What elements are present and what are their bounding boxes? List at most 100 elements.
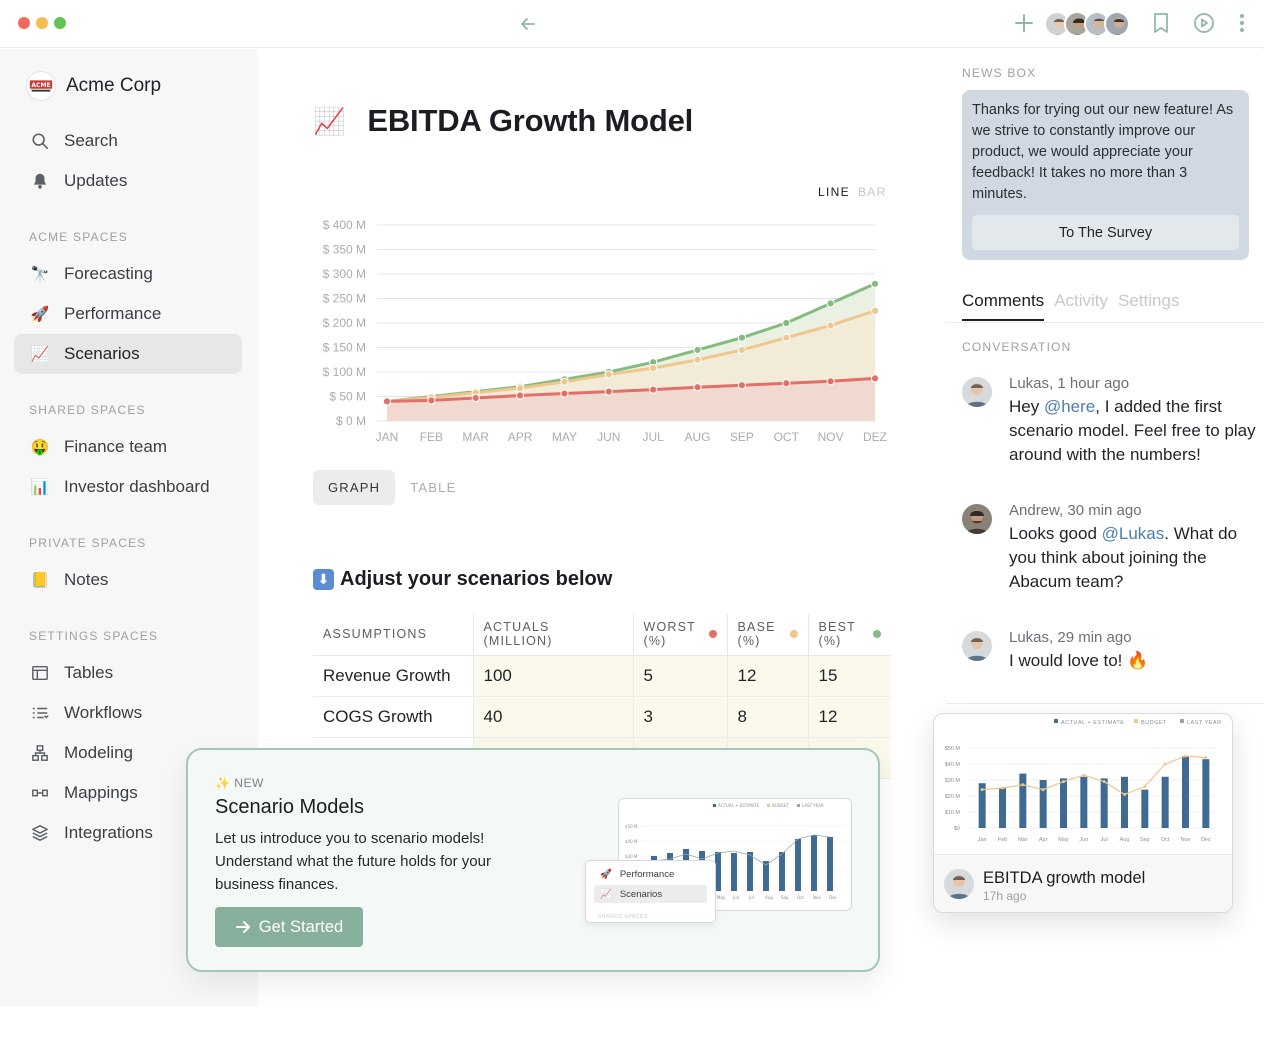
sidebar-item-updates[interactable]: Updates (14, 161, 242, 201)
sidebar-item-modeling[interactable]: Modeling (14, 733, 242, 773)
mention-link[interactable]: @here (1043, 397, 1096, 416)
plus-icon[interactable] (1012, 11, 1036, 35)
tab-graph[interactable]: GRAPH (313, 470, 396, 505)
worst-cell[interactable]: 5 (633, 655, 728, 697)
close-window-button[interactable] (18, 17, 30, 29)
data-point[interactable] (604, 370, 613, 379)
bar[interactable] (1100, 778, 1108, 828)
data-point[interactable] (826, 299, 835, 308)
data-point[interactable] (649, 363, 658, 373)
data-point[interactable] (782, 318, 791, 328)
mention-link[interactable]: @Lukas (1101, 524, 1165, 543)
workspace-name: Acme Corp (66, 75, 162, 96)
chart-increasing-icon: 📈 (600, 888, 612, 900)
bar[interactable] (999, 788, 1006, 828)
bar[interactable] (1039, 780, 1047, 828)
ebitda-growth-model-card[interactable]: ACTUAL + ESTIMATE BUDGET LAST YEAR $0 $10 M $… (933, 713, 1233, 913)
sidebar-item-forecasting[interactable]: 🔭 Forecasting (14, 254, 242, 294)
data-point[interactable] (649, 385, 658, 394)
actuals-cell[interactable]: 100 (473, 655, 634, 697)
avatar (962, 504, 992, 534)
x-tick-label: NOV (818, 430, 844, 444)
sidebar-item-search[interactable]: Search (14, 121, 242, 161)
play-icon[interactable] (1192, 11, 1216, 35)
sidebar-item-workflows[interactable]: Workflows (14, 693, 242, 733)
sidebar-item-integrations[interactable]: Integrations (14, 813, 242, 853)
base-cell[interactable]: 12 (727, 655, 809, 697)
data-point[interactable] (737, 345, 747, 355)
data-point[interactable] (870, 279, 880, 288)
sidebar-item-tables[interactable]: Tables (14, 653, 242, 693)
tab-activity[interactable]: Activity (1054, 291, 1109, 310)
data-point[interactable] (826, 377, 835, 386)
data-point[interactable] (515, 391, 525, 400)
data-point[interactable] (737, 381, 747, 390)
workspace-switcher[interactable]: ACME Acme Corp (26, 71, 161, 101)
bar[interactable] (1141, 789, 1149, 828)
bar[interactable] (1060, 778, 1067, 828)
data-point[interactable] (737, 333, 747, 342)
data-point[interactable] (826, 321, 835, 330)
best-cell[interactable]: 15 (808, 655, 891, 697)
sidebar-item-notes[interactable]: 📒 Notes (14, 560, 242, 600)
series-area (387, 378, 875, 421)
bar[interactable] (1019, 773, 1027, 828)
survey-button[interactable]: To The Survey (972, 215, 1239, 250)
bar[interactable] (1182, 756, 1189, 828)
sidebar-item-label: Forecasting (64, 264, 153, 283)
base-cell[interactable]: 8 (727, 696, 809, 738)
bookmark-icon[interactable] (1149, 11, 1173, 35)
x-tick-label: Aug (1120, 837, 1130, 843)
bar[interactable] (1080, 776, 1088, 828)
chart-type-line-toggle[interactable]: LINE (818, 185, 850, 199)
sidebar-item-finance-team[interactable]: 🤑 Finance team (14, 427, 242, 467)
tab-table[interactable]: TABLE (410, 480, 457, 495)
bar[interactable] (1121, 776, 1128, 828)
data-point[interactable] (693, 355, 702, 364)
minimize-window-button[interactable] (36, 17, 48, 29)
link-icon (30, 783, 50, 803)
data-point[interactable] (560, 389, 569, 398)
sidebar-item-performance[interactable]: 🚀 Performance (14, 294, 242, 334)
bar[interactable] (1202, 759, 1210, 828)
more-options-icon[interactable] (1230, 11, 1254, 35)
data-point[interactable] (515, 384, 525, 393)
data-point[interactable] (471, 393, 480, 403)
data-point[interactable] (693, 345, 702, 355)
get-started-label: Get Started (258, 917, 344, 936)
data-point[interactable] (560, 377, 569, 386)
back-arrow-icon[interactable] (516, 12, 540, 36)
data-point[interactable] (782, 333, 791, 342)
maximize-window-button[interactable] (54, 17, 66, 29)
bar[interactable] (1161, 776, 1169, 828)
actuals-cell[interactable]: 40 (473, 696, 634, 738)
sidebar-item-scenarios[interactable]: 📈 Scenarios (14, 334, 242, 374)
notebook-icon: 📒 (30, 572, 50, 589)
avatar[interactable] (1104, 11, 1130, 37)
data-point[interactable] (382, 397, 392, 406)
collaborator-avatars[interactable] (1044, 11, 1130, 37)
y-tick-label: $ 200 M (323, 316, 366, 330)
data-point[interactable] (604, 387, 613, 396)
data-point[interactable] (870, 306, 880, 315)
page-title-text[interactable]: EBITDA Growth Model (367, 103, 694, 138)
sidebar-item-mappings[interactable]: Mappings (14, 773, 242, 813)
y-tick-label: $40 M (945, 762, 961, 768)
tab-comments[interactable]: Comments (962, 291, 1045, 321)
best-cell[interactable]: 12 (808, 696, 891, 738)
chart-type-bar-toggle[interactable]: BAR (858, 185, 887, 199)
bar[interactable] (978, 783, 986, 828)
data-point[interactable] (427, 396, 436, 405)
data-point[interactable] (782, 379, 791, 388)
y-tick-label: $30 M (945, 778, 961, 784)
data-point[interactable] (870, 374, 880, 383)
tab-settings[interactable]: Settings (1118, 291, 1180, 310)
worst-cell[interactable]: 3 (633, 696, 728, 738)
section-title-private-spaces: PRIVATE SPACES (29, 536, 147, 550)
svg-text:LAST YEAR: LAST YEAR (802, 803, 824, 808)
data-point[interactable] (693, 383, 702, 392)
conversation-label: CONVERSATION (962, 340, 1072, 354)
get-started-button[interactable]: Get Started (215, 907, 363, 947)
mini-nav-label: Performance (619, 868, 675, 880)
sidebar-item-investor-dashboard[interactable]: 📊 Investor dashboard (14, 467, 242, 507)
